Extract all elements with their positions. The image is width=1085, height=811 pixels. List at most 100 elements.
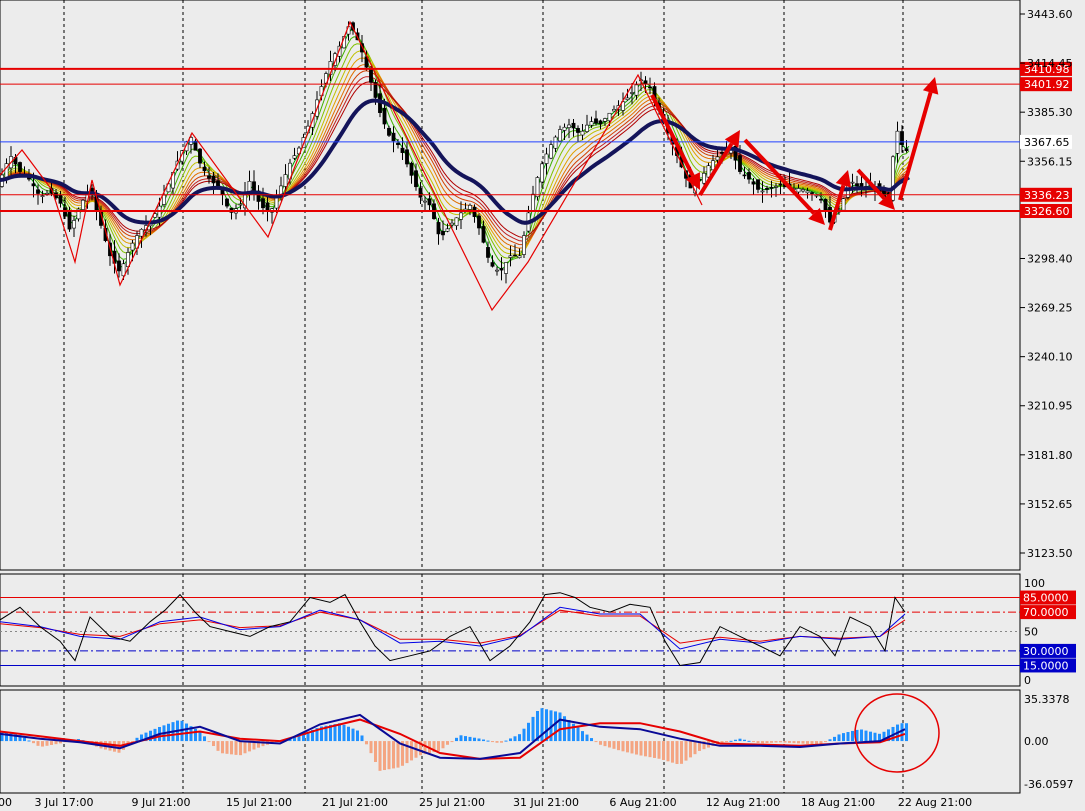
macd-histogram-bar — [842, 733, 845, 742]
macd-histogram-bar — [455, 737, 458, 742]
arrow-head — [878, 192, 895, 210]
macd-histogram-bar — [491, 741, 494, 743]
macd-histogram-bar — [5, 732, 8, 742]
macd-histogram-bar — [252, 741, 256, 750]
macd-histogram-bar — [0, 731, 4, 742]
macd-histogram-bar — [527, 722, 530, 742]
candle-body — [31, 183, 36, 187]
candle-body — [621, 101, 625, 111]
candle-body — [450, 222, 454, 226]
macd-histogram-bar — [347, 726, 350, 742]
candle-body — [40, 195, 45, 197]
macd-panel[interactable] — [0, 689, 1021, 794]
macd-histogram-bar — [644, 741, 647, 757]
macd-histogram-bar — [905, 723, 908, 742]
price-axis-label: 3443.60 — [1027, 8, 1073, 21]
candle-body — [396, 142, 400, 145]
macd-histogram-bar — [689, 741, 692, 758]
macd-histogram-bar — [36, 741, 40, 746]
candle-body — [117, 260, 121, 272]
candle-body — [81, 199, 85, 210]
macd-histogram-bar — [626, 741, 629, 753]
arrow-shaft — [828, 184, 846, 231]
candle-body — [436, 222, 441, 235]
price-level-value: 3326.60 — [1024, 205, 1070, 218]
rsi-axis-label: 100 — [1024, 577, 1045, 590]
candle-body — [76, 208, 81, 220]
candle-body — [162, 194, 166, 205]
main-panel-frame — [0, 0, 1021, 571]
macd-histogram-bar — [693, 741, 697, 755]
rsi-axis-label: 50 — [1024, 626, 1038, 639]
macd-histogram-bar — [401, 741, 404, 766]
candle-body — [607, 112, 612, 122]
candle-body — [481, 226, 486, 243]
candle-body — [828, 207, 832, 223]
zigzag-line — [0, 20, 703, 312]
candle-body — [283, 174, 288, 187]
candle-body — [778, 183, 783, 186]
macd-histogram-bar — [315, 728, 319, 742]
rsi-level-value: 70.0000 — [1023, 606, 1069, 619]
macd-histogram-bar — [860, 729, 863, 742]
candle-body — [382, 107, 387, 125]
macd-histogram-bar — [779, 741, 782, 743]
macd-histogram-bar — [729, 740, 733, 742]
zigzag-lines — [0, 20, 703, 312]
main-price-panel[interactable]: 3410.98 3401.92 3367.65 3336.23 3326.60 — [0, 0, 1072, 571]
candle-body — [238, 203, 243, 206]
arrow-head — [685, 172, 700, 190]
candle-body — [760, 190, 765, 193]
macd-histogram-bar — [351, 728, 355, 742]
macd-histogram-bar — [423, 741, 427, 755]
candle-body — [274, 196, 279, 209]
candle-body — [715, 156, 720, 161]
price-level-tag — [1020, 61, 1072, 76]
macd-histogram-bar — [14, 734, 17, 742]
candle-body — [531, 193, 535, 212]
candle-body — [360, 43, 364, 53]
candle-body — [810, 192, 814, 194]
candle-body — [130, 242, 135, 251]
macd-histogram-bar — [833, 736, 836, 742]
price-level-value: 3410.98 — [1024, 63, 1070, 76]
macd-signal-line — [0, 718, 906, 760]
time-axis-label: 22 Aug 21:00 — [898, 796, 972, 809]
macd-histogram-bar — [221, 741, 224, 754]
time-axis-label: 6 Aug 21:00 — [609, 796, 676, 809]
horizontal-price-levels[interactable]: 3410.98 3401.92 3367.65 3336.23 3326.60 — [0, 61, 1072, 219]
macd-histogram-bar — [369, 741, 373, 754]
macd-histogram-bar — [576, 727, 580, 742]
macd-histogram-bar — [801, 741, 805, 744]
macd-histogram-bar — [243, 741, 247, 754]
macd-histogram-bar — [608, 741, 611, 748]
candle-body — [522, 235, 526, 255]
macd-histogram-bar — [743, 739, 746, 742]
macd-histogram-bar — [468, 736, 472, 742]
candle-body — [549, 144, 553, 159]
candle-body — [630, 92, 634, 94]
macd-histogram-bar — [621, 741, 625, 752]
macd-histogram-bar — [18, 735, 22, 742]
candle-body — [508, 255, 513, 258]
macd-histogram-bar — [675, 741, 679, 764]
macd-histogram-bar — [194, 728, 197, 742]
macd-histogram-bar — [756, 741, 760, 743]
macd-histogram-bar — [486, 740, 490, 742]
candle-body — [409, 162, 414, 176]
rsi-level-tag — [1020, 590, 1076, 605]
price-axis: 3443.60 3414.45 3385.30 3356.15 3298.40 3269.… — [1020, 8, 1073, 560]
candle-body — [571, 122, 576, 129]
candle-body — [252, 181, 256, 191]
candle-body — [441, 231, 445, 236]
candle-body — [738, 155, 742, 172]
candle-body — [216, 180, 220, 188]
macd-histogram-bar — [509, 738, 512, 742]
macd-histogram-bar — [446, 741, 449, 745]
candle-body — [904, 148, 909, 152]
macd-histogram-bar — [513, 736, 517, 742]
price-axis-label: 3298.40 — [1027, 252, 1073, 265]
macd-histogram-bar — [581, 731, 584, 742]
